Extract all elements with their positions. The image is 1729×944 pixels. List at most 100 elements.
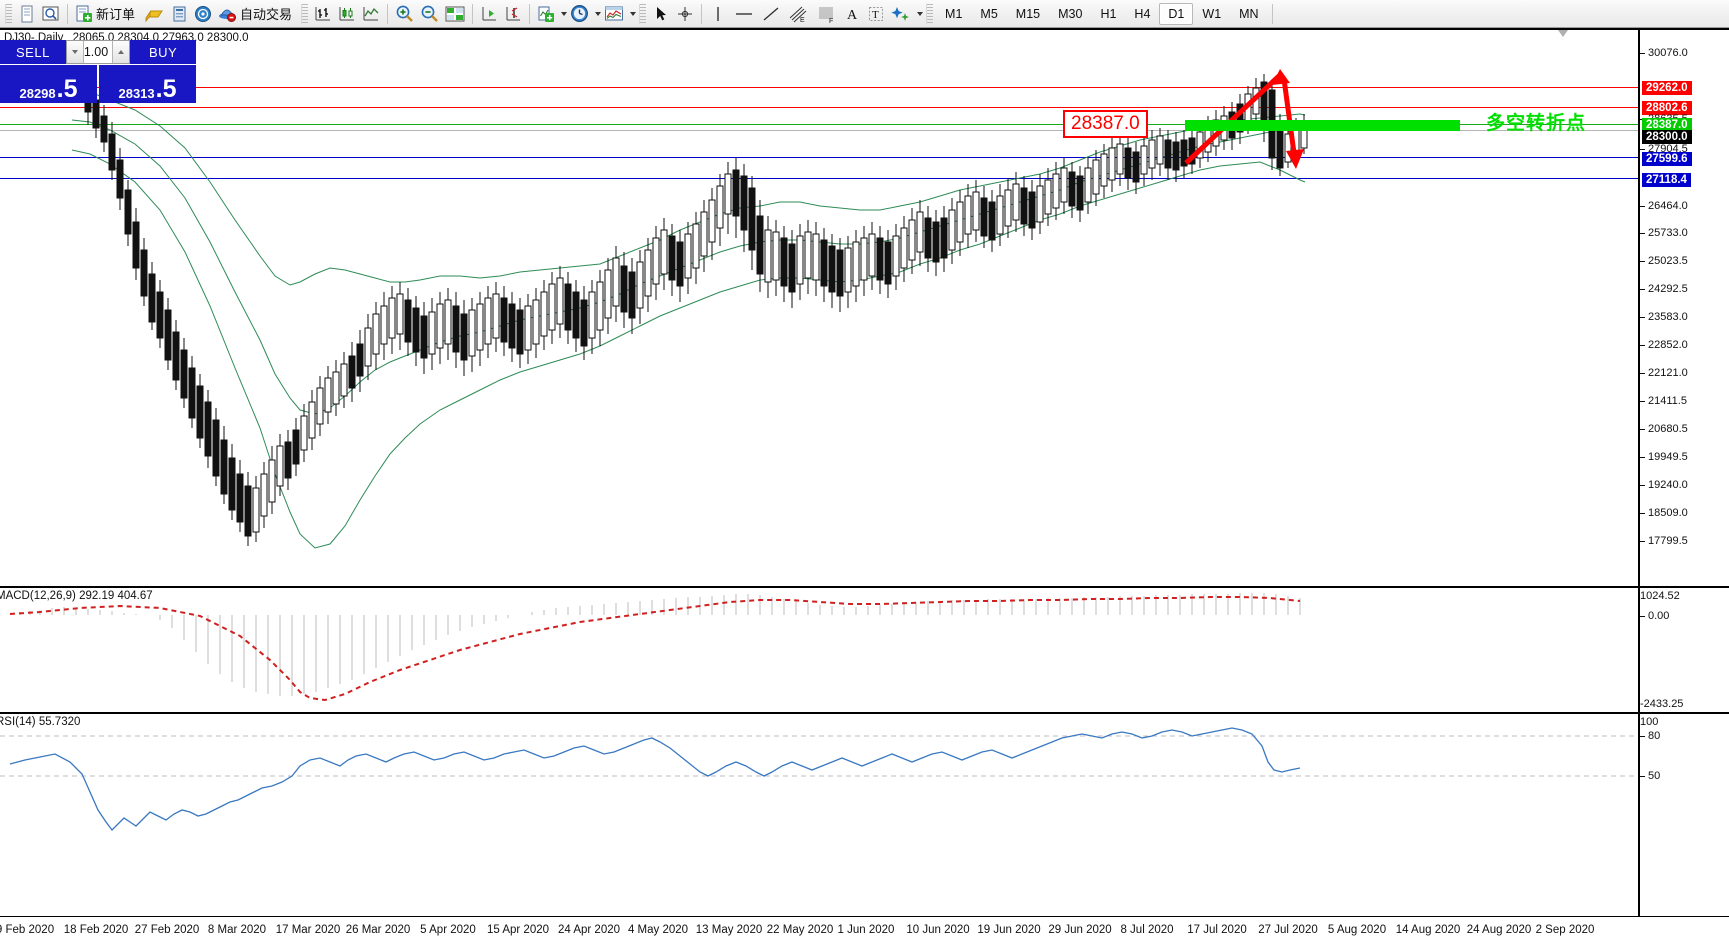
date-tick-7: 15 Apr 2020 — [486, 924, 550, 936]
new-order-button[interactable]: 新订单 — [72, 2, 141, 26]
tab-timeframe-h1[interactable]: H1 — [1100, 6, 1117, 21]
sell-price-display[interactable]: 28298 .5 — [0, 65, 97, 103]
sell-price-integer: 28298 — [19, 86, 56, 101]
price-tick-24292: 24292.5 — [1640, 283, 1688, 295]
date-tick-16: 8 Jul 2020 — [1120, 924, 1174, 936]
toolbar-grip-3[interactable] — [639, 3, 647, 24]
date-tick-2: 27 Feb 2020 — [134, 924, 200, 936]
chart-shift-icon[interactable] — [477, 2, 501, 26]
chevron-down-icon-volume — [71, 50, 78, 54]
toolbar-divider-6 — [1271, 3, 1273, 24]
chart-scroll-nub[interactable] — [1558, 30, 1569, 37]
arrow-cursor-icon[interactable] — [649, 2, 673, 26]
horizontal-line-icon[interactable] — [730, 2, 758, 26]
toolbar-grip-4[interactable] — [926, 3, 934, 24]
one-click-trading-panel[interactable]: SELL 1.00 BUY 28298 .5 28313 .5 — [0, 40, 196, 103]
auto-scroll-icon[interactable] — [501, 2, 525, 26]
line-chart-icon[interactable] — [359, 2, 383, 26]
tab-timeframe-d1[interactable]: D1 — [1159, 2, 1194, 25]
date-tick-5: 26 Mar 2020 — [345, 924, 411, 936]
data-window-icon[interactable] — [39, 2, 63, 26]
tab-timeframe-h4[interactable]: H4 — [1134, 6, 1151, 21]
new-order-label: 新订单 — [96, 7, 136, 22]
buy-price-display[interactable]: 28313 .5 — [99, 65, 196, 103]
sell-price-fraction: .5 — [56, 75, 78, 103]
volume-decrement-button[interactable] — [66, 41, 84, 63]
tab-timeframe-m30[interactable]: M30 — [1058, 6, 1083, 21]
clock-icon[interactable] — [567, 2, 592, 26]
autotrading-button[interactable]: 自动交易 — [215, 2, 298, 26]
toolbar-divider-4 — [529, 3, 531, 24]
chevron-down-icon-3[interactable] — [630, 11, 637, 16]
tab-timeframe-mn[interactable]: MN — [1239, 6, 1259, 21]
chevron-down-icon-4[interactable] — [917, 11, 924, 16]
volume-input[interactable]: 1.00 — [83, 45, 109, 59]
rsi-pane[interactable]: RSI(14) 55.7320 100 80 50 — [0, 714, 1729, 918]
volume-increment-button[interactable] — [112, 41, 130, 63]
price-line-28300 — [0, 130, 1640, 131]
vertical-line-icon[interactable] — [706, 2, 730, 26]
tile-windows-icon[interactable] — [442, 2, 468, 26]
date-tick-3: 8 Mar 2020 — [207, 924, 267, 936]
price-pane[interactable]: DJ30-,Daily 28065.0 28304.0 27963.0 2830… — [0, 30, 1729, 586]
fibonacci-icon[interactable]: F — [812, 2, 840, 26]
rsi-tick-80: 80 — [1640, 730, 1660, 742]
new-chart-icon[interactable] — [15, 2, 39, 26]
bar-chart-icon[interactable] — [311, 2, 335, 26]
date-tick-21: 24 Aug 2020 — [1466, 924, 1532, 936]
text-label-icon[interactable]: T — [864, 2, 888, 26]
date-tick-19: 5 Aug 2020 — [1327, 924, 1387, 936]
terminal-blue-icon[interactable] — [167, 2, 191, 26]
chevron-down-icon-2[interactable] — [595, 11, 602, 16]
indicator-plus-icon[interactable] — [534, 2, 558, 26]
sparkle-icon[interactable] — [888, 2, 914, 26]
date-tick-6: 5 Apr 2020 — [420, 924, 476, 936]
crosshair-icon[interactable] — [673, 2, 697, 26]
svg-text:E: E — [800, 17, 805, 23]
toolbar-grip-2[interactable] — [301, 3, 309, 24]
tab-timeframe-m5[interactable]: M5 — [980, 6, 998, 21]
rsi-series — [0, 727, 1640, 831]
trendline-icon[interactable] — [758, 2, 784, 26]
macd-pane[interactable]: MACD(12,26,9) 292.19 404.67 — [0, 588, 1729, 712]
main-toolbar: 新订单 自动交易 — [0, 0, 1729, 28]
macd-pane-right-border — [1638, 588, 1640, 712]
sell-button[interactable]: SELL — [0, 40, 66, 64]
template-icon[interactable] — [601, 2, 627, 26]
zoom-out-icon[interactable] — [417, 2, 442, 26]
buy-button[interactable]: BUY — [130, 40, 196, 64]
buy-price-fraction: .5 — [155, 75, 177, 103]
price-tick-30076: 30076.0 — [1640, 47, 1688, 59]
volume-stepper[interactable]: 1.00 — [65, 40, 131, 64]
candlestick-chart-icon[interactable] — [335, 2, 359, 26]
tab-timeframe-m1[interactable]: M1 — [945, 6, 963, 21]
date-scale[interactable]: 9 Feb 2020 18 Feb 2020 27 Feb 2020 8 Mar… — [0, 916, 1729, 944]
price-line-27599 — [0, 157, 1640, 158]
price-annotation-box[interactable]: 28387.0 — [1063, 110, 1148, 138]
date-tick-8: 24 Apr 2020 — [557, 924, 621, 936]
date-tick-0: 9 Feb 2020 — [0, 924, 55, 936]
zoom-in-icon[interactable] — [392, 2, 417, 26]
autotrading-label: 自动交易 — [240, 7, 293, 22]
equidistant-channel-icon[interactable]: E — [784, 2, 812, 26]
price-scale[interactable]: 30076.0 29262.0 28802.6 28635.5 28387.0 … — [1640, 30, 1729, 586]
chevron-down-icon[interactable] — [561, 11, 568, 16]
text-a-icon[interactable]: A — [840, 2, 864, 26]
tab-timeframe-w1[interactable]: W1 — [1202, 6, 1222, 21]
macd-scale[interactable]: 1024.52 0.00 -2433.25 — [1640, 588, 1729, 712]
gold-bar-icon[interactable] — [141, 2, 167, 26]
rsi-scale[interactable]: 100 80 50 — [1640, 714, 1729, 918]
tab-timeframe-m15[interactable]: M15 — [1015, 6, 1041, 21]
candlestick-series — [71, 74, 1308, 549]
price-label-28802: 28802.6 — [1642, 101, 1692, 115]
price-tick-19240: 19240.0 — [1640, 479, 1688, 491]
price-label-28300: 28300.0 — [1642, 130, 1692, 144]
toolbar-grip[interactable] — [5, 3, 12, 24]
toolbar-divider-3 — [472, 3, 474, 24]
radar-icon[interactable] — [191, 2, 215, 26]
price-tick-22121: 22121.0 — [1640, 367, 1688, 379]
chinese-annotation-label[interactable]: 多空转折点 — [1486, 113, 1587, 134]
price-tick-18509: 18509.0 — [1640, 507, 1688, 519]
price-tick-25733: 25733.0 — [1640, 227, 1688, 239]
chart-area[interactable]: DJ30-,Daily 28065.0 28304.0 27963.0 2830… — [0, 28, 1729, 944]
